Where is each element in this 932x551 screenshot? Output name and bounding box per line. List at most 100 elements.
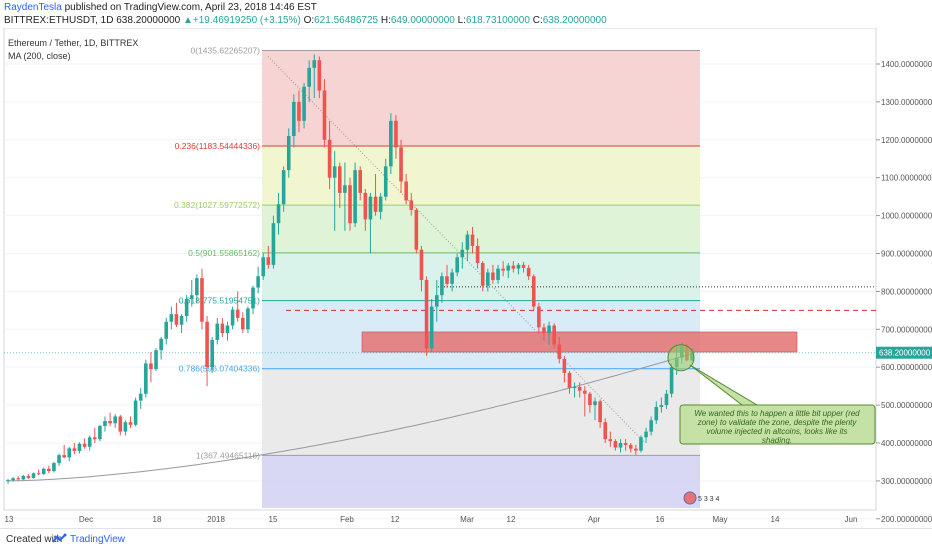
candle-body [659, 405, 664, 407]
candle-body [220, 323, 225, 334]
candle-body [414, 209, 419, 250]
created-with-label: Created with [6, 534, 63, 545]
volume-badge: 5 3 3 4 [698, 496, 720, 503]
candle-body [225, 325, 230, 334]
candle-body [108, 421, 112, 424]
candle-body [103, 421, 107, 426]
ma200-line [7, 353, 693, 482]
y-tick-label: 300.00000000 [881, 477, 932, 486]
open-label: O: [303, 15, 315, 26]
close-label: C: [532, 15, 543, 26]
candle-body [6, 480, 10, 482]
candle-body [491, 272, 495, 281]
candle-body [450, 272, 454, 284]
y-tick-label: 1300.00000000 [881, 98, 932, 107]
candle-body [184, 298, 189, 317]
candle-body [608, 439, 613, 442]
y-tick-label: 1200.00000000 [881, 136, 932, 145]
chart-area[interactable]: 0(1435.62265207) 0.236(1183.54444336) 0.38… [0, 27, 932, 528]
candle-body [588, 393, 592, 406]
candle-body [470, 234, 475, 246]
candle-body [348, 185, 352, 224]
candle-body [486, 272, 490, 286]
fib-label: 1(367.49465116) [196, 450, 260, 460]
candle-body [261, 257, 266, 277]
fib-band [262, 146, 700, 206]
candle-body [603, 422, 608, 440]
candle-body [41, 468, 46, 475]
candle-body [266, 257, 271, 265]
fib-label: 0.5(901.55865162) [188, 248, 260, 258]
candle-body [332, 166, 337, 178]
candle-body [271, 223, 276, 265]
candle-body [552, 325, 556, 345]
fib-label: 0(1435.62265207) [191, 46, 261, 56]
candle-body [164, 321, 169, 339]
fib-label: 0.618(775.51954751) [179, 296, 260, 306]
candle-body [378, 196, 383, 212]
candle-body [394, 120, 398, 148]
chart-header: RaydenTesla published on TradingView.com… [0, 0, 932, 30]
candle-body [404, 181, 408, 201]
candle-body [123, 422, 128, 432]
candle-body [174, 314, 179, 325]
candle-body [241, 317, 245, 330]
ma-legend: MA (200, close) [8, 51, 71, 61]
candle-body [98, 425, 102, 440]
candle-body [52, 463, 56, 472]
x-tick-label: 14 [771, 515, 780, 524]
y-tick-label: 200.00000000 [881, 515, 932, 524]
candle-body [36, 473, 41, 475]
candle-body [496, 268, 500, 281]
candle-body [399, 147, 403, 182]
price-chart[interactable]: 0(1435.62265207) 0.236(1183.54444336) 0.38… [0, 27, 932, 528]
candle-body [572, 386, 577, 389]
candle-body [373, 196, 378, 212]
x-tick-label: 12 [507, 515, 516, 524]
highlight-circle [667, 344, 695, 372]
candle-body [368, 196, 373, 220]
candle-body [133, 400, 138, 425]
candle-body [67, 448, 72, 458]
fib-band [262, 50, 700, 147]
candle-body [118, 416, 123, 432]
candle-body [21, 475, 26, 480]
annotation-text: We wanted this to happen a little bit up… [694, 409, 860, 418]
candle-body [246, 308, 250, 330]
candle-body [593, 401, 597, 406]
candle-body [583, 390, 587, 394]
candle-body [312, 60, 317, 68]
candle-body [526, 267, 531, 277]
candle-body [128, 422, 133, 425]
candle-body [649, 420, 653, 432]
candle-body [138, 393, 143, 401]
publish-info: published on TradingView.com, April 23, … [64, 2, 317, 13]
last-price-tag [876, 346, 932, 359]
low-label: L: [457, 15, 466, 26]
tradingview-logo-icon [52, 533, 67, 543]
author-link[interactable]: RaydenTesla [4, 2, 62, 13]
candle-body [251, 287, 255, 309]
fib-label: 0.236(1183.54444336) [175, 141, 261, 151]
candle-body [189, 295, 194, 299]
candle-body [434, 295, 439, 307]
candle-body [353, 170, 357, 224]
y-tick-label: 900.00000000 [881, 250, 932, 259]
candle-body [281, 170, 286, 205]
candle-body [424, 280, 429, 349]
fib-band [262, 205, 700, 253]
fib-band [262, 455, 700, 508]
candle-body [567, 372, 572, 389]
candle-body [506, 265, 511, 271]
candle-body [445, 276, 449, 284]
candle-body [455, 257, 459, 273]
candle-body [230, 309, 235, 326]
candle-body [72, 448, 77, 451]
high-value: 649.00000000 [390, 15, 455, 26]
open-value: 621.56486725 [314, 15, 379, 26]
x-tick-label: 18 [153, 515, 162, 524]
candle-body [26, 475, 31, 478]
tradingview-brand[interactable]: TradingView [70, 534, 126, 545]
candle-body [531, 276, 536, 307]
fib-band [262, 368, 700, 456]
